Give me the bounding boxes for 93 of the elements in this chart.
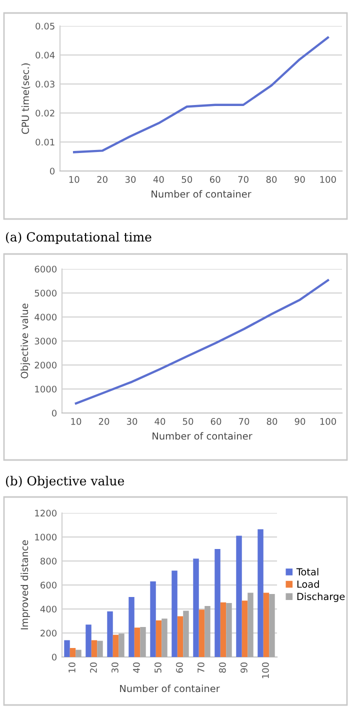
y-axis-title: Improved distance <box>20 540 30 630</box>
x-tick-label: 80 <box>219 662 226 673</box>
y-tick-label: 600 <box>40 582 57 589</box>
bar <box>248 592 254 657</box>
x-tick-label: 70 <box>238 418 250 425</box>
x-tick-label: 100 <box>320 418 336 425</box>
x-tick-label: 40 <box>133 662 140 673</box>
bar <box>177 616 184 657</box>
y-tick-label: 1200 <box>35 510 57 517</box>
x-tick-label: 80 <box>266 418 278 425</box>
y-axis-title: Objective value <box>20 304 30 378</box>
x-tick-label: 10 <box>71 418 82 425</box>
x-tick-label: 30 <box>125 176 136 183</box>
bar <box>183 610 189 657</box>
bar <box>220 602 226 657</box>
bar <box>128 597 134 657</box>
bar <box>236 536 242 657</box>
x-tick-label: 60 <box>176 662 183 673</box>
x-tick-label: 20 <box>90 662 97 673</box>
y-tick-label: 6000 <box>34 266 57 273</box>
bar <box>214 549 220 657</box>
bar <box>193 558 199 657</box>
x-tick-label: 30 <box>126 418 138 425</box>
bar <box>107 611 113 657</box>
bar <box>76 650 82 657</box>
text: (a) Computational time <box>6 232 152 244</box>
y-tick-label: 5000 <box>34 290 57 297</box>
x-tick-label: 30 <box>112 662 118 673</box>
x-tick-label: 90 <box>240 662 248 673</box>
y-tick-label: 4000 <box>34 314 57 321</box>
bar <box>70 648 76 657</box>
bar <box>204 606 210 657</box>
x-tick-label: 100 <box>320 176 336 183</box>
bar <box>134 628 140 657</box>
text: (b) Objective value <box>6 476 124 488</box>
y-tick-label: 0.05 <box>36 22 54 30</box>
x-axis-title: Number of container <box>152 190 252 198</box>
y-tick-label: 2000 <box>34 362 57 369</box>
y-tick-label: 3000 <box>34 338 57 345</box>
bar <box>263 592 270 657</box>
bar <box>162 618 168 657</box>
bar <box>172 570 178 657</box>
x-tick-label: 60 <box>210 418 222 425</box>
x-tick-label: 40 <box>153 176 164 183</box>
bar <box>258 529 264 657</box>
bar <box>86 624 92 657</box>
bar <box>118 634 124 657</box>
x-tick-label: 50 <box>182 418 194 425</box>
bar <box>91 640 98 657</box>
bar <box>140 627 146 657</box>
y-axis-title: CPU time(sec.) <box>21 63 30 134</box>
legend-label: Load <box>297 580 319 588</box>
bar <box>156 620 162 657</box>
line-series <box>74 279 330 405</box>
bar <box>150 581 156 657</box>
y-tick-label: 0.03 <box>36 80 54 88</box>
bar <box>198 610 205 657</box>
x-tick-label: 90 <box>294 418 306 425</box>
bar <box>112 634 119 657</box>
x-tick-label: 80 <box>266 176 277 183</box>
y-tick-label: 0 <box>50 168 55 175</box>
x-tick-label: 50 <box>154 662 162 673</box>
x-axis-title: Number of container <box>152 432 252 440</box>
line-series <box>72 36 330 154</box>
bar <box>242 600 248 657</box>
bar <box>269 594 275 657</box>
y-tick-label: 200 <box>40 630 57 637</box>
y-tick-label: 0.02 <box>36 110 54 117</box>
y-tick-label: 0.04 <box>36 52 55 59</box>
x-tick-label: 10 <box>69 176 80 183</box>
x-tick-label: 10 <box>68 662 76 672</box>
x-tick-label: 40 <box>154 418 166 425</box>
x-tick-label: 60 <box>210 176 220 183</box>
x-tick-label: 20 <box>98 418 110 425</box>
bar <box>64 640 70 657</box>
x-axis-title: Number of container <box>120 684 220 692</box>
y-tick-label: 0.01 <box>36 138 54 146</box>
x-tick-label: 90 <box>294 176 305 183</box>
y-tick-label: 800 <box>40 558 57 565</box>
legend-label: Discharge <box>297 592 345 602</box>
legend-label: Total <box>296 568 318 576</box>
bar <box>97 640 103 657</box>
x-tick-label: 20 <box>97 176 108 183</box>
x-tick-label: 70 <box>198 662 204 673</box>
x-tick-label: 70 <box>238 176 248 183</box>
y-tick-label: 400 <box>40 606 57 613</box>
y-tick-label: 1000 <box>35 386 57 393</box>
y-tick-label: 1000 <box>35 534 57 541</box>
bar <box>226 603 232 657</box>
y-tick-label: 0 <box>52 654 57 661</box>
y-tick-label: 0 <box>52 410 57 417</box>
x-tick-label: 50 <box>182 176 192 183</box>
x-tick-label: 100 <box>262 662 269 678</box>
